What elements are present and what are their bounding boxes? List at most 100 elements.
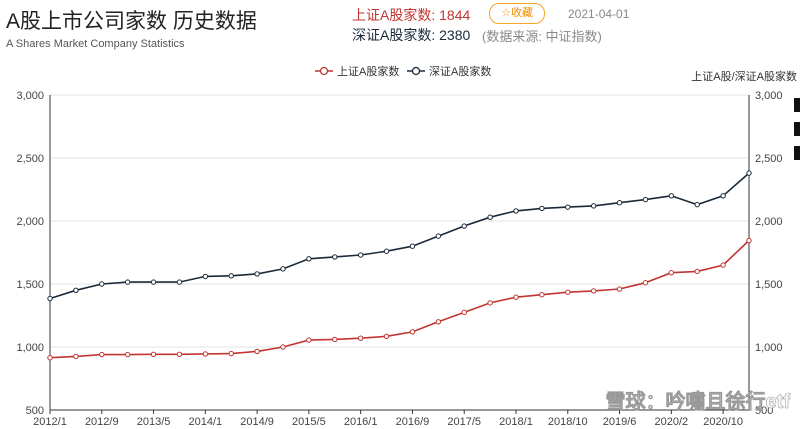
data-point [228,350,234,357]
data-point [280,344,286,350]
data-point [409,329,416,335]
data-point [47,295,53,302]
data-point [47,355,53,361]
y-tick-label-right: 1,000 [755,342,783,354]
data-point [176,279,183,285]
data-point [487,300,493,306]
data-point [124,351,131,358]
series-line [49,172,750,300]
legend-label: 上证A股家数 [337,64,399,78]
x-tick-label: 2016/9 [396,416,430,428]
data-point [590,203,597,209]
data-point [228,273,234,279]
data-point [124,279,131,285]
x-tick-label: 2013/5 [137,416,171,428]
sh-count-stat: 上证A股家数: 1844 [352,7,471,23]
y-tick-label-left: 500 [26,405,44,417]
data-point [150,279,157,285]
data-point [280,266,286,272]
data-point [694,268,700,275]
data-point [254,271,260,277]
x-tick-label: 2018/10 [548,416,588,428]
data-point [73,287,79,293]
data-point [746,237,752,244]
x-tick-label: 2020/2 [655,416,689,428]
data-point [539,292,545,298]
data-point [642,280,649,286]
watermark-text: 雪球：吟嘯且徐行etf [606,389,791,413]
data-point [616,286,623,292]
x-tick-label: 2019/6 [603,416,637,428]
data-point [616,200,623,206]
data-point [383,333,390,339]
data-point [202,351,209,357]
data-point [150,351,157,358]
data-point [461,309,467,316]
data-point [383,248,390,254]
side-decoration [794,98,800,170]
y-tick-label-right: 2,500 [755,153,783,165]
page-subtitle: A Shares Market Company Statistics [6,38,185,50]
data-point [99,281,105,287]
sz-count-stat: 深证A股家数: 2380 [352,27,471,43]
data-point [668,193,675,199]
data-point [513,208,519,214]
x-tick-label: 2016/1 [344,416,378,428]
data-point [435,319,442,325]
data-point [99,351,105,358]
page-title: A股上市公司家数 历史数据 [6,10,257,33]
favorite-label: 收藏 [510,7,533,19]
data-point [306,256,312,262]
data-point [720,262,726,268]
data-point [357,335,364,341]
data-point [332,336,338,343]
x-tick-label: 2015/5 [292,416,326,428]
y-tick-label-right: 500 [755,405,773,417]
data-point [357,252,364,258]
data-point [202,273,209,280]
y-tick-label-left: 2,500 [16,153,44,165]
data-point [565,289,571,295]
data-point [435,233,442,239]
data-point [409,243,416,249]
y-tick-label-left: 1,000 [16,342,44,354]
y-tick-label-left: 1,500 [16,279,44,291]
data-point [332,254,338,260]
x-tick-label: 2012/9 [85,416,119,428]
x-tick-label: 2012/1 [33,416,67,428]
x-tick-label: 2018/1 [499,416,533,428]
data-point [539,205,545,212]
data-point [746,170,752,176]
data-point [668,269,675,276]
data-point [642,196,649,203]
data-point [461,223,467,229]
x-tick-label: 2014/1 [189,416,223,428]
y-tick-label-right: 3,000 [755,90,783,102]
data-source: (数据来源: 中证指数) [482,29,602,44]
data-point [176,351,183,358]
x-tick-label: 2014/9 [240,416,274,428]
data-point [565,204,571,210]
y-tick-label-right: 2,000 [755,216,783,228]
legend-swatch-marker [411,66,421,76]
y-axis-title-right: 上证A股/深证A股家数 [691,69,797,83]
y-tick-label-left: 2,000 [16,216,44,228]
x-tick-label: 2017/5 [447,416,481,428]
y-tick-label-left: 3,000 [16,90,44,102]
legend-swatch-marker [319,66,329,76]
y-tick-label-right: 1,500 [755,279,783,291]
data-point [487,214,493,220]
data-point [306,337,312,343]
favorite-button[interactable]: ☆收藏 [489,3,545,24]
data-point [513,294,519,300]
data-point [590,288,597,294]
series-line [49,239,750,359]
legend-label: 深证A股家数 [429,64,491,78]
data-point [720,193,726,199]
data-point [73,353,79,360]
data-point [694,201,700,208]
star-icon: ☆ [501,7,511,19]
data-date: 2021-04-01 [568,7,630,21]
x-tick-label: 2020/10 [703,416,743,428]
